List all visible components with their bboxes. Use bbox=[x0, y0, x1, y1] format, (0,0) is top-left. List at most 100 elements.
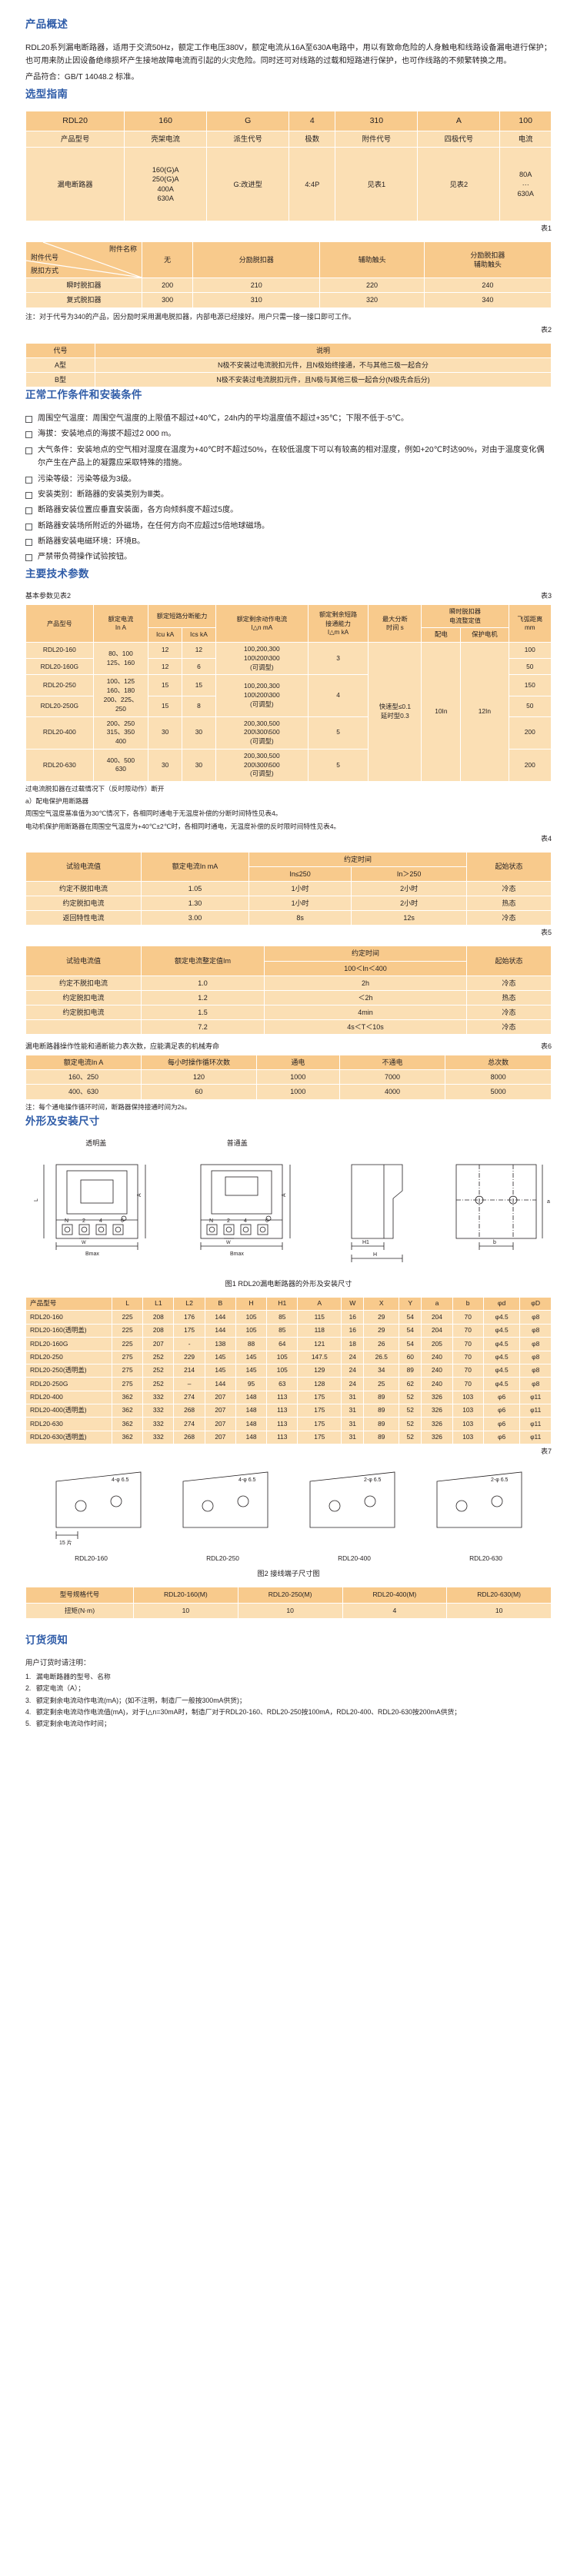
drawing-normal-cover: 普通盖 bbox=[170, 1138, 305, 1151]
selection-value-5: 见表2 bbox=[417, 147, 501, 222]
dims-cell: 326 bbox=[421, 1403, 453, 1418]
t6-cycles-0: 120 bbox=[141, 1069, 257, 1085]
tech-header-row-2: Icu kA Ics kA 配电 保护电机 bbox=[26, 627, 552, 643]
dims-cell: 175 bbox=[297, 1403, 342, 1418]
dims-cell: 31 bbox=[341, 1390, 365, 1404]
t5-h-time: 约定时间 bbox=[264, 946, 467, 962]
accessory-row-label-0: 瞬时脱扣器 bbox=[25, 278, 142, 294]
accessory-col-2: 辅助触头 bbox=[319, 241, 425, 279]
svg-text:A: A bbox=[282, 1193, 287, 1197]
svg-text:15 片: 15 片 bbox=[59, 1539, 72, 1546]
list-item: 断路器安装位置应垂直安装面，各方向倾斜度不超过5度。 bbox=[25, 504, 552, 517]
tech-res-5: 200,300,500 200\300\500 (可调型) bbox=[215, 748, 309, 783]
dims-cell: 332 bbox=[142, 1403, 175, 1418]
t6-h-on: 通电 bbox=[256, 1055, 340, 1071]
dims-cell: 138 bbox=[204, 1337, 236, 1351]
t4-v2-2: 8s bbox=[248, 910, 352, 926]
t4-h-current: 试验电流值 bbox=[25, 851, 142, 882]
table-row: RDL20-160G 12 6 50 bbox=[25, 658, 552, 676]
t4-v3-1: 2小时 bbox=[351, 896, 467, 912]
dims-cell: φ8 bbox=[519, 1363, 552, 1378]
dims-model: RDL20-400(透明盖) bbox=[25, 1403, 112, 1418]
dims-h-8: W bbox=[341, 1296, 365, 1311]
t5-label-0: 约定不脱扣电流 bbox=[25, 975, 142, 991]
table3-caption: 表3 bbox=[540, 591, 552, 600]
t6-total-0: 8000 bbox=[445, 1069, 552, 1085]
tech-res-0: 100,200,300 100\200\300 (可调型) bbox=[215, 642, 309, 676]
dims-cell: 24 bbox=[341, 1377, 365, 1391]
selection-value-0: 漏电断路器 bbox=[25, 147, 125, 222]
t5-v1-0: 1.0 bbox=[141, 975, 265, 991]
dims-h-6: H1 bbox=[266, 1296, 299, 1311]
dims-cell: 121 bbox=[297, 1337, 342, 1351]
dims-cell: 16 bbox=[341, 1310, 365, 1325]
terminal-dimension-figure: 15 片 4-φ 6.5 4-φ 6.5 2-φ 6.5 2-φ 6.5 bbox=[55, 1471, 522, 1546]
svg-text:2-φ 6.5: 2-φ 6.5 bbox=[364, 1477, 382, 1483]
dims-cell: φ4.5 bbox=[482, 1310, 521, 1325]
dims-cell: 229 bbox=[173, 1350, 205, 1364]
tech-note-3: 电动机保护用断路器在周围空气温度为+40℃±2℃时，各相同时通电，无温度补偿的反… bbox=[25, 822, 341, 830]
dims-cell: 54 bbox=[399, 1337, 422, 1351]
tech-note-2: 周围空气温度基准值为30℃情况下，各相同时通电于无温度补偿的分断时间特性见表4。 bbox=[25, 809, 282, 818]
tech-icu-5: 30 bbox=[148, 748, 183, 783]
selection-code-5: A bbox=[417, 111, 501, 131]
dims-cell: 144 bbox=[204, 1310, 236, 1325]
torque-row-label: 扭矩(N·m) bbox=[25, 1602, 134, 1620]
torque-h-1: RDL20-160(M) bbox=[133, 1587, 238, 1604]
selection-code-2: G bbox=[206, 111, 290, 131]
dims-cell: 85 bbox=[266, 1323, 299, 1338]
tech-icu-1: 12 bbox=[148, 658, 183, 676]
dims-cell: 105 bbox=[235, 1310, 268, 1325]
tech-note-0: 过电流脱扣器在过载情况下（反时限动作）断开 bbox=[25, 785, 165, 793]
section-title-dims: 外形及安装尺寸 bbox=[25, 1115, 100, 1127]
table-row: 160、250 120 1000 7000 8000 bbox=[25, 1069, 552, 1085]
list-item: 额定剩余电流动作电流值(mA)，对于I△n=30mA时，制造厂对于RDL20-1… bbox=[25, 1707, 462, 1719]
torque-value-1: 10 bbox=[237, 1602, 343, 1620]
dims-cell: 145 bbox=[204, 1363, 236, 1378]
torque-value-3: 10 bbox=[446, 1602, 552, 1620]
table-row: RDL20-630 400、500 630 30 30 200,300,500 20… bbox=[25, 748, 552, 783]
svg-text:4: 4 bbox=[99, 1218, 102, 1224]
pole-desc-1: N极不安装过电流脱扣元件，且N极与其他三极一起合分(N极先合后分) bbox=[95, 372, 552, 388]
tech-h-motor: 保护电机 bbox=[460, 627, 509, 643]
tech-res-2: 100,200,300 100\200\300 (可调型) bbox=[215, 674, 309, 717]
figure2-caption: 图2 接线端子尺寸图 bbox=[257, 1569, 320, 1577]
dims-header-row: 产品型号 L L1 L2 B H H1 A W X Y a b φd φD bbox=[25, 1296, 552, 1311]
t4-label-1: 约定脱扣电流 bbox=[25, 896, 142, 912]
dims-cell: 52 bbox=[399, 1417, 422, 1431]
accessory-col-1: 分励脱扣器 bbox=[192, 241, 321, 279]
table4-header-row-1: 试验电流值 额定电流In mA 约定时间 起始状态 bbox=[25, 851, 552, 882]
dims-h-2: L1 bbox=[142, 1296, 175, 1311]
dims-cell: 148 bbox=[235, 1390, 268, 1404]
dims-cell: 268 bbox=[173, 1403, 205, 1418]
dims-model: RDL20-160 bbox=[25, 1310, 112, 1325]
svg-text:4-φ 6.5: 4-φ 6.5 bbox=[238, 1477, 256, 1483]
accessory-col-0: 无 bbox=[141, 241, 194, 279]
tech-model-5: RDL20-630 bbox=[25, 748, 94, 783]
tech-in-2: 100、125 160、180 200、225、 250 bbox=[92, 674, 149, 717]
dims-cell: 332 bbox=[142, 1430, 175, 1444]
dims-cell: 25 bbox=[363, 1377, 400, 1391]
dims-cell: 332 bbox=[142, 1417, 175, 1431]
t4-v1-0: 1.05 bbox=[141, 881, 249, 897]
svg-text:6: 6 bbox=[265, 1218, 268, 1224]
dims-cell: 175 bbox=[297, 1390, 342, 1404]
dims-cell: 54 bbox=[399, 1310, 422, 1325]
tech-icu-4: 30 bbox=[148, 716, 183, 750]
dims-cell: 147.5 bbox=[297, 1350, 342, 1364]
selection-label-2: 派生代号 bbox=[206, 130, 290, 148]
dims-cell: 128 bbox=[297, 1377, 342, 1391]
dims-cell: 88 bbox=[235, 1337, 268, 1351]
table6-operations: 额定电流In A 每小时操作循环次数 通电 不通电 总次数 160、250 12… bbox=[25, 1055, 552, 1100]
dims-h-10: Y bbox=[399, 1296, 422, 1311]
selection-value-2: G:改进型 bbox=[206, 147, 290, 222]
dims-cell: 175 bbox=[173, 1323, 205, 1338]
svg-text:6: 6 bbox=[121, 1218, 124, 1224]
selection-value-1: 160(G)A 250(G)A 400A 630A bbox=[124, 147, 208, 222]
dims-cell: 26.5 bbox=[363, 1350, 400, 1364]
table6-header-row: 额定电流In A 每小时操作循环次数 通电 不通电 总次数 bbox=[25, 1055, 552, 1071]
dims-cell: 70 bbox=[452, 1323, 484, 1338]
tech-params-table: 产品型号 额定电流 In A 额定短路分断能力 额定剩余动作电流 I△n mA 额定… bbox=[25, 604, 552, 783]
dims-cell: φ4.5 bbox=[482, 1337, 521, 1351]
t4-v2-1: 1小时 bbox=[248, 896, 352, 912]
